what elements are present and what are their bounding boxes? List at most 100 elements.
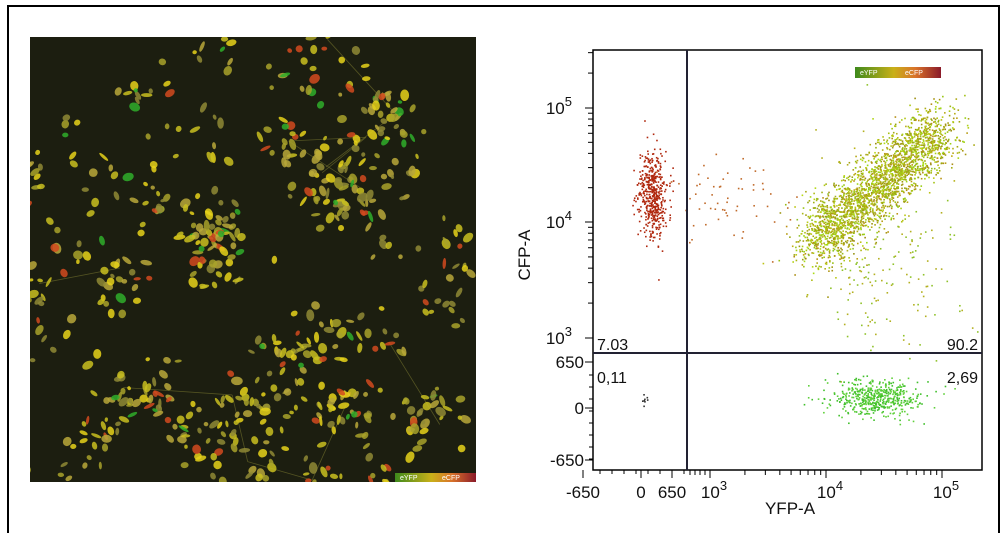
event: [806, 224, 808, 226]
event: [875, 392, 878, 395]
event: [872, 412, 875, 414]
event: [820, 211, 822, 213]
event: [905, 199, 907, 201]
event: [906, 168, 909, 170]
event: [848, 194, 851, 196]
event: [819, 245, 822, 248]
event: [815, 232, 817, 235]
event: [891, 137, 893, 140]
event: [873, 188, 876, 191]
event: [902, 142, 904, 144]
event: [812, 207, 815, 209]
event: [924, 160, 926, 162]
event: [878, 408, 880, 411]
event: [858, 233, 861, 235]
event: [641, 185, 644, 188]
cell: [0, 277, 6, 284]
event: [656, 199, 658, 202]
cell: [380, 464, 387, 472]
cell: [215, 215, 223, 221]
event: [804, 252, 807, 255]
event: [860, 182, 863, 185]
event: [856, 214, 858, 216]
event: [863, 206, 865, 208]
event: [856, 173, 859, 176]
event: [940, 211, 943, 214]
event: [824, 227, 827, 230]
event: [831, 224, 833, 227]
event: [651, 188, 654, 191]
event: [876, 409, 879, 411]
event: [857, 197, 860, 200]
cell: [287, 48, 293, 53]
event: [937, 147, 940, 149]
event: [864, 407, 867, 410]
event: [937, 164, 939, 167]
event: [636, 197, 639, 199]
cell: [329, 473, 339, 479]
cell: [180, 198, 191, 209]
event: [841, 185, 844, 188]
event: [902, 385, 905, 387]
event: [911, 117, 914, 119]
event: [884, 170, 887, 172]
event: [822, 250, 825, 252]
cell: [200, 237, 209, 247]
cell: [372, 100, 380, 111]
event: [864, 177, 867, 180]
event: [910, 126, 913, 129]
event: [872, 169, 875, 171]
event: [645, 235, 647, 238]
event: [816, 198, 819, 200]
event: [853, 253, 855, 255]
event: [834, 213, 836, 215]
event: [897, 179, 899, 182]
event: [846, 163, 849, 166]
cell: [11, 184, 22, 193]
event: [825, 216, 828, 219]
neurite: [388, 341, 441, 425]
event: [817, 227, 819, 229]
event: [874, 238, 876, 241]
event: [917, 151, 920, 154]
event: [870, 407, 873, 410]
event: [659, 190, 661, 193]
cell: [227, 57, 233, 66]
event: [808, 233, 810, 235]
event: [903, 176, 905, 178]
cell: [278, 116, 288, 123]
event: [916, 148, 919, 151]
event: [808, 200, 811, 202]
event: [897, 159, 899, 161]
cell: [222, 231, 230, 236]
event: [921, 168, 924, 171]
cell: [66, 314, 77, 324]
event: [872, 213, 875, 215]
event: [838, 204, 840, 206]
event: [832, 200, 835, 203]
event: [814, 220, 816, 223]
event: [899, 423, 902, 426]
event: [890, 388, 893, 391]
event: [860, 412, 862, 415]
event: [648, 190, 650, 193]
cell: [195, 240, 201, 246]
event: [814, 240, 817, 243]
event: [956, 117, 958, 119]
event: [952, 121, 954, 123]
event: [833, 240, 836, 243]
event: [882, 176, 884, 179]
event: [654, 192, 656, 195]
event: [927, 150, 929, 153]
event: [897, 399, 900, 402]
event: [808, 244, 811, 247]
event: [922, 135, 925, 138]
event: [940, 155, 943, 158]
event: [942, 162, 945, 165]
event: [848, 188, 851, 190]
event: [886, 153, 888, 155]
cell: [305, 478, 312, 482]
event: [863, 396, 866, 399]
event: [766, 205, 769, 208]
cell: [421, 128, 427, 135]
